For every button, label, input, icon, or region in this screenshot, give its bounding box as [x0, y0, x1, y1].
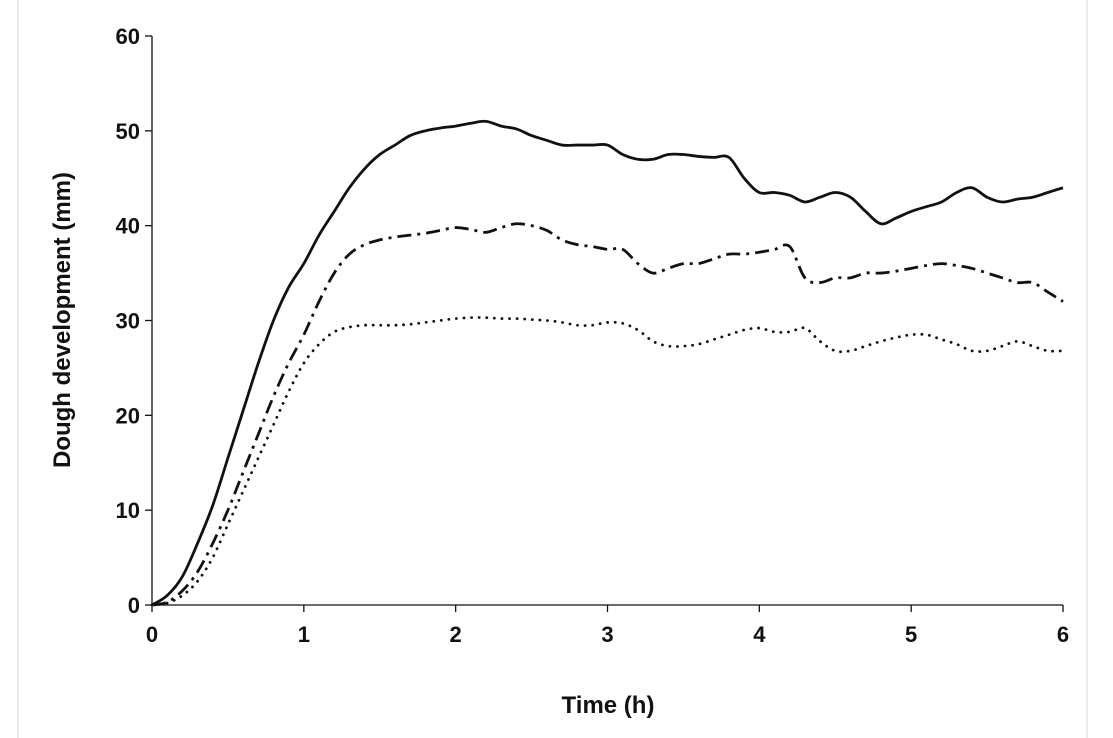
x-tick-label: 5	[905, 622, 917, 647]
y-tick-label: 60	[116, 24, 140, 49]
x-tick-label: 1	[298, 622, 310, 647]
series-line-solid	[151, 119, 1064, 607]
y-axis-title: Dough development (mm)	[49, 172, 76, 468]
y-axis-ticks: 0 10 20 30 40 50 60	[116, 24, 152, 618]
y-tick-label: 40	[116, 214, 140, 239]
y-tick-label: 30	[116, 309, 140, 334]
x-axis-ticks: 0 1 2 3 4 5 6	[146, 605, 1069, 647]
x-tick-label: 3	[601, 622, 613, 647]
y-tick-label: 50	[116, 119, 140, 144]
y-tick-label: 0	[128, 593, 140, 618]
x-tick-label: 2	[450, 622, 462, 647]
series-line-dash-dot	[151, 222, 1064, 607]
x-tick-label: 4	[753, 622, 766, 647]
series-layer	[150, 119, 1065, 607]
series-line-dotted	[150, 316, 1065, 607]
y-tick-label: 10	[116, 498, 140, 523]
x-axis-title: Time (h)	[562, 692, 655, 719]
y-tick-label: 20	[116, 403, 140, 428]
x-tick-label: 6	[1057, 622, 1069, 647]
x-tick-label: 0	[146, 622, 158, 647]
